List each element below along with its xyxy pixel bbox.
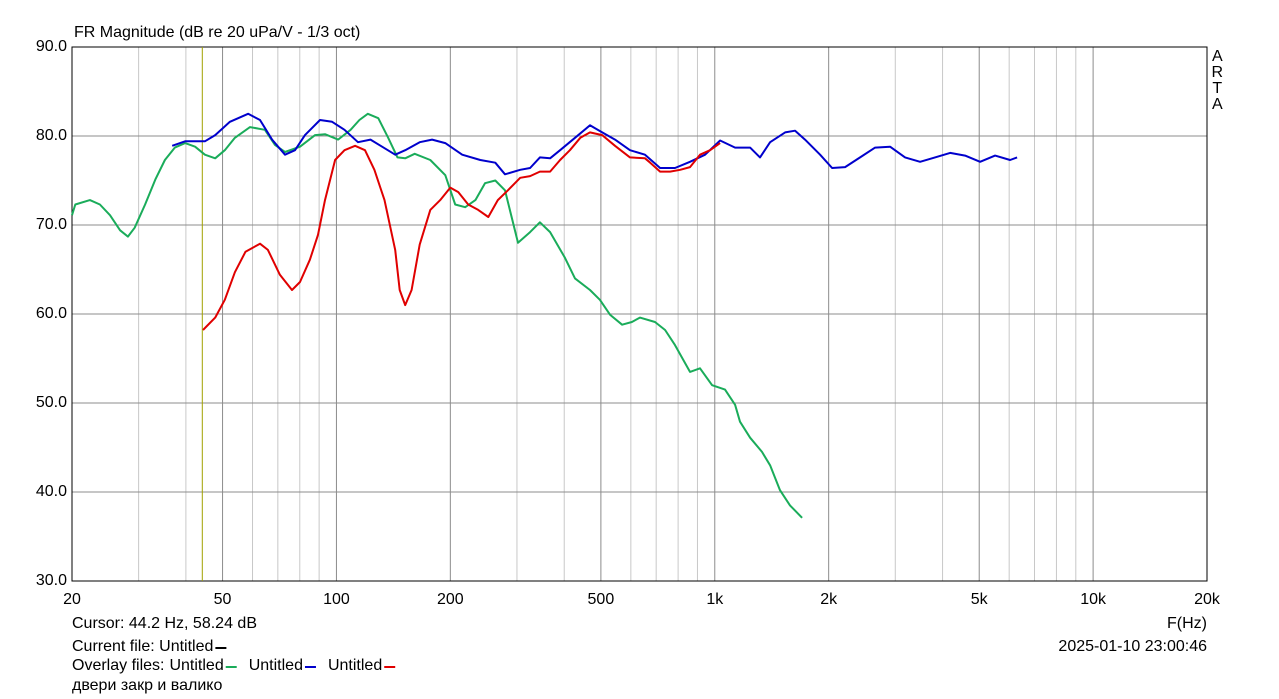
- legend-label: Untitled: [249, 657, 303, 674]
- x-tick-label: 50: [214, 591, 232, 608]
- y-tick-label: 30.0: [36, 572, 67, 589]
- series-line: [171, 112, 1018, 176]
- x-tick-label: 10k: [1080, 591, 1107, 608]
- comment: двери закр и валико: [72, 677, 222, 694]
- legend-label: Untitled: [328, 657, 382, 674]
- x-tick-label: 20k: [1194, 591, 1221, 608]
- legend-label: Untitled: [169, 657, 223, 674]
- y-tick-label: 50.0: [36, 394, 67, 411]
- x-tick-label: 20: [63, 591, 81, 608]
- x-tick-label: 1k: [706, 591, 724, 608]
- series-line: [71, 112, 803, 519]
- current-file: Current file: Untitled: [72, 638, 213, 655]
- x-tick-label: 500: [588, 591, 615, 608]
- date: 2025-01-10 23:00:46: [1058, 638, 1207, 655]
- cursor-readout: Cursor: 44.2 Hz, 58.24 dB: [72, 615, 257, 632]
- chart-title: FR Magnitude (dB re 20 uPa/V - 1/3 oct): [74, 24, 360, 41]
- x-tick-label: 5k: [971, 591, 989, 608]
- series-line: [202, 131, 721, 331]
- x-tick-label: 100: [323, 591, 350, 608]
- y-tick-label: 40.0: [36, 483, 67, 500]
- overlay-label: Overlay files:: [72, 657, 164, 674]
- x-axis-label: F(Hz): [1167, 615, 1207, 632]
- watermark: ARTA: [1209, 48, 1226, 112]
- x-tick-label: 2k: [820, 591, 838, 608]
- x-tick-label: 200: [437, 591, 464, 608]
- plot-frame: [71, 46, 1208, 582]
- y-tick-label: 90.0: [36, 38, 67, 55]
- y-tick-label: 70.0: [36, 216, 67, 233]
- y-tick-label: 60.0: [36, 305, 67, 322]
- y-tick-label: 80.0: [36, 127, 67, 144]
